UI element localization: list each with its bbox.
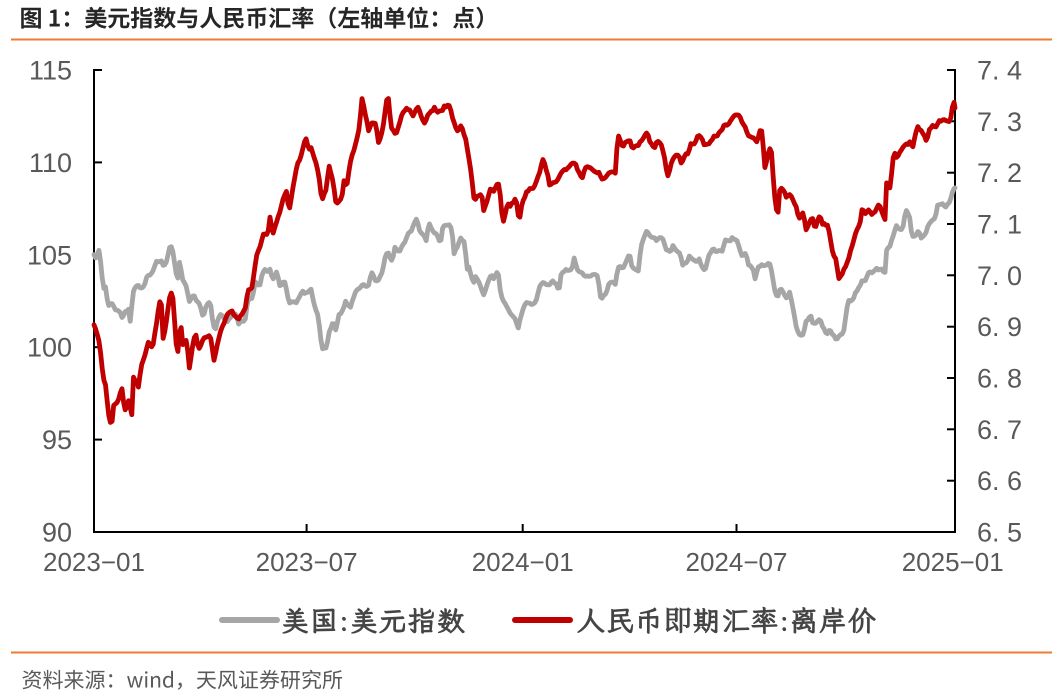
svg-text:105: 105 — [27, 240, 72, 270]
svg-text:2024−01: 2024−01 — [472, 547, 574, 577]
svg-text:2023−07: 2023−07 — [256, 547, 358, 577]
svg-text:2023−01: 2023−01 — [43, 547, 145, 577]
svg-text:6. 9: 6. 9 — [977, 312, 1022, 342]
svg-text:7. 2: 7. 2 — [977, 158, 1022, 188]
svg-text:6. 5: 6. 5 — [977, 518, 1022, 548]
svg-text:7. 0: 7. 0 — [977, 261, 1022, 291]
svg-text:7. 4: 7. 4 — [977, 56, 1022, 86]
svg-text:2025−01: 2025−01 — [902, 547, 1004, 577]
svg-text:2024−07: 2024−07 — [686, 547, 788, 577]
svg-text:100: 100 — [27, 333, 72, 363]
svg-text:7. 1: 7. 1 — [977, 210, 1022, 240]
svg-text:90: 90 — [42, 518, 72, 548]
svg-text:110: 110 — [29, 148, 72, 178]
svg-text:95: 95 — [42, 425, 72, 455]
svg-text:7. 3: 7. 3 — [977, 107, 1022, 137]
svg-text:6. 6: 6. 6 — [977, 466, 1022, 496]
svg-text:6. 8: 6. 8 — [977, 364, 1022, 394]
svg-text:115: 115 — [29, 56, 72, 86]
svg-text:6. 7: 6. 7 — [977, 415, 1022, 445]
